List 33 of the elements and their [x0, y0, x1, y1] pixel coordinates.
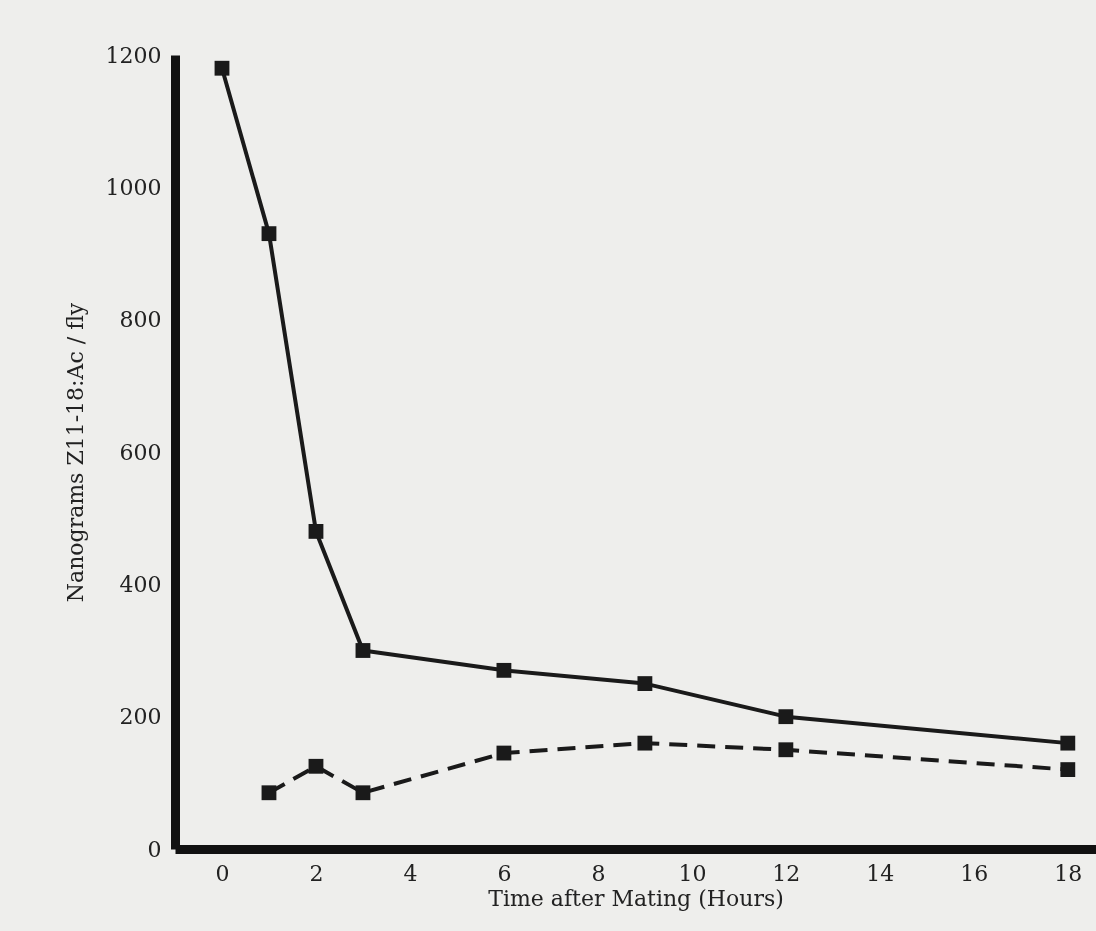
x-tick-label: 2: [309, 860, 324, 886]
y-tick-label: 0: [147, 836, 162, 862]
x-tick-label: 18: [1054, 860, 1083, 886]
point: [637, 735, 653, 751]
x-tick-label: 14: [866, 860, 895, 886]
point: [355, 643, 371, 658]
y-tick-label: 200: [119, 704, 162, 730]
y-tick-label: 800: [119, 307, 162, 333]
y-tick-label: 1000: [105, 174, 162, 200]
x-tick-label: 4: [403, 860, 418, 886]
x-tick-label: 10: [678, 860, 707, 886]
y-axis-title: Nanograms Z11-18:Ac / fly: [62, 302, 88, 603]
point: [308, 523, 324, 539]
point: [496, 662, 512, 678]
point: [261, 785, 277, 801]
x-tick-label: 16: [960, 860, 989, 886]
point: [1060, 762, 1076, 778]
point: [308, 758, 324, 774]
y-tick-label: 600: [119, 439, 162, 465]
point: [261, 226, 277, 242]
point: [778, 709, 794, 725]
point: [1060, 735, 1076, 751]
point: [355, 785, 371, 801]
point: [214, 60, 230, 76]
x-tick-label: 12: [772, 860, 801, 886]
point: [637, 676, 653, 691]
y-tick-label: 400: [119, 571, 162, 597]
x-tick-label: 6: [497, 860, 512, 886]
x-tick-label: 8: [591, 860, 606, 886]
y-tick-label: 1200: [105, 42, 162, 68]
x-tick-label: 0: [215, 860, 230, 886]
point: [778, 742, 794, 758]
x-axis-title: Time after Mating (Hours): [488, 885, 784, 911]
